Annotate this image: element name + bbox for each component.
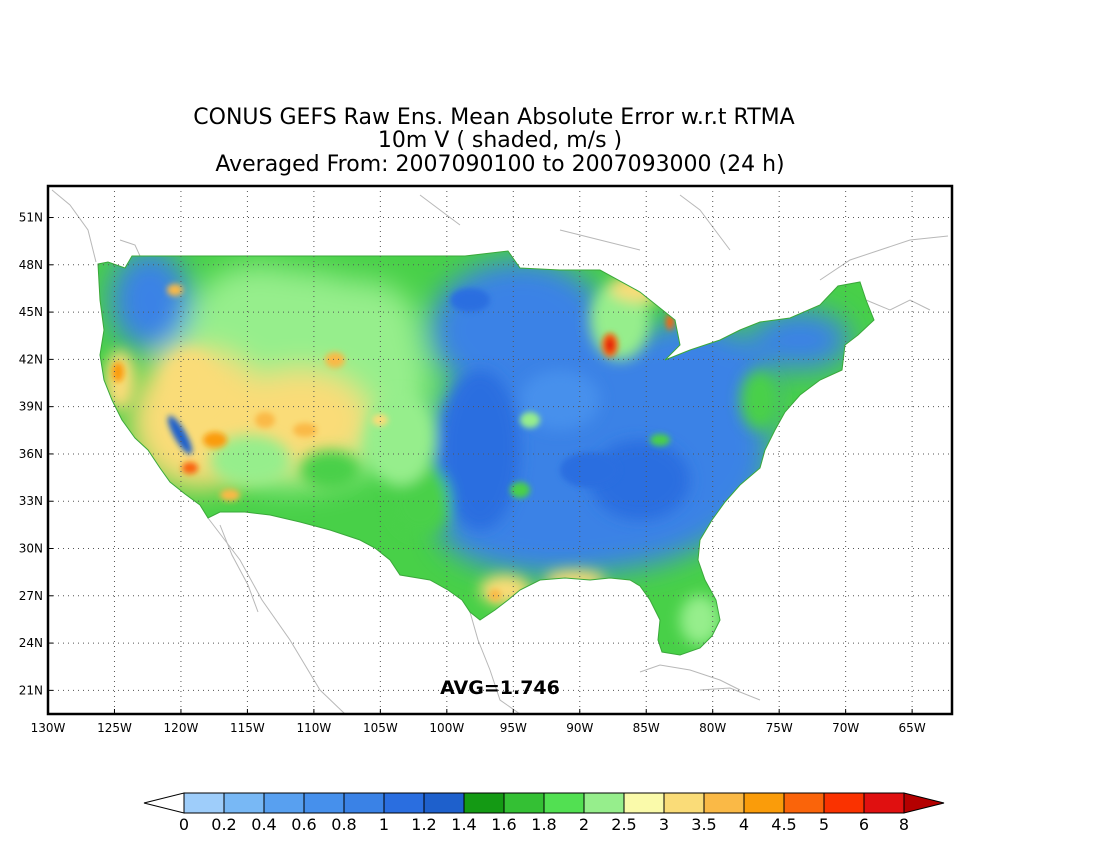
lat-tick-label: 24N xyxy=(19,636,43,650)
lon-tick-label: 85W xyxy=(633,721,660,735)
lon-tick-label: 120W xyxy=(164,721,199,735)
colorbar-label: 1.4 xyxy=(451,815,476,834)
colorbar-box xyxy=(863,792,905,814)
colorbar-label: 3 xyxy=(659,815,669,834)
colorbar-label: 0.6 xyxy=(291,815,316,834)
colorbar-box xyxy=(503,792,545,814)
map-area xyxy=(48,186,952,714)
lon-tick-label: 105W xyxy=(363,721,398,735)
colorbar-label: 5 xyxy=(819,815,829,834)
colorbar-box xyxy=(703,792,745,814)
map-period: Averaged From: 2007090100 to 2007093000 … xyxy=(215,152,784,177)
colorbar-box xyxy=(783,792,825,814)
colorbar-labels: 0 0.2 0.4 0.6 0.8 1 1.2 1.4 1.6 1.8 2 2.5 3 3.5 4 4.5 5 6… xyxy=(179,815,909,834)
colorbar-label: 4 xyxy=(739,815,749,834)
map-title: CONUS GEFS Raw Ens. Mean Absolute Error … xyxy=(193,105,794,130)
colorbar-high-arrow xyxy=(903,792,945,814)
map-frame xyxy=(46,184,954,716)
colorbar-label: 0.4 xyxy=(251,815,276,834)
colorbar-label: 2 xyxy=(579,815,589,834)
colorbar-label: 1.8 xyxy=(531,815,556,834)
lat-tick-label: 30N xyxy=(19,542,43,556)
colorbar-box xyxy=(303,792,345,814)
lon-tick-label: 65W xyxy=(899,721,926,735)
colorbar-label: 0 xyxy=(179,815,189,834)
lat-tick-label: 36N xyxy=(19,447,43,461)
lat-tick-label: 42N xyxy=(19,352,43,366)
grid-lines xyxy=(48,186,952,714)
colorbar-label: 1 xyxy=(379,815,389,834)
colorbar-box xyxy=(343,792,385,814)
map-subtitle: 10m V ( shaded, m/s ) xyxy=(378,128,622,153)
colorbar-low-arrow xyxy=(143,792,185,814)
lon-tick-label: 95W xyxy=(500,721,527,735)
colorbar-box xyxy=(583,792,625,814)
colorbar-label: 1.6 xyxy=(491,815,516,834)
colorbar-box xyxy=(423,792,465,814)
error-shading xyxy=(98,251,874,655)
colorbar-box xyxy=(623,792,665,814)
colorbar-box xyxy=(223,792,265,814)
lat-tick-label: 33N xyxy=(19,494,43,508)
longitude-axis: 130W 125W 120W 115W 110W 105W 100W 95W 90W 85W 80W… xyxy=(31,709,926,735)
colorbar-box xyxy=(543,792,585,814)
lon-tick-label: 115W xyxy=(230,721,265,735)
colorbar-box xyxy=(463,792,505,814)
colorbar-label: 8 xyxy=(899,815,909,834)
lat-tick-label: 21N xyxy=(19,683,43,697)
lon-tick-label: 75W xyxy=(766,721,793,735)
colorbar-label: 4.5 xyxy=(771,815,796,834)
lon-tick-label: 70W xyxy=(832,721,859,735)
lat-tick-label: 48N xyxy=(19,258,43,272)
colorbar-label: 6 xyxy=(859,815,869,834)
colorbar xyxy=(143,792,945,814)
lat-tick-label: 39N xyxy=(19,400,43,414)
lon-tick-label: 130W xyxy=(31,721,66,735)
lat-tick-label: 27N xyxy=(19,589,43,603)
average-annotation: AVG=1.746 xyxy=(440,677,560,699)
colorbar-box xyxy=(263,792,305,814)
lon-tick-label: 80W xyxy=(699,721,726,735)
colorbar-label: 1.2 xyxy=(411,815,436,834)
colorbar-box xyxy=(183,792,225,814)
latitude-axis: 51N 48N 45N 42N 39N 36N 33N 30N 27N 24N 21N xyxy=(19,211,53,697)
lat-tick-label: 45N xyxy=(19,305,43,319)
lon-tick-label: 110W xyxy=(296,721,331,735)
colorbar-label: 3.5 xyxy=(691,815,716,834)
lat-tick-label: 51N xyxy=(19,211,43,225)
colorbar-box xyxy=(823,792,865,814)
coastline-outlines xyxy=(51,189,949,714)
colorbar-box xyxy=(663,792,705,814)
colorbar-box xyxy=(383,792,425,814)
lon-tick-label: 125W xyxy=(97,721,132,735)
lon-tick-label: 100W xyxy=(429,721,464,735)
colorbar-label: 0.2 xyxy=(211,815,236,834)
colorbar-box xyxy=(743,792,785,814)
lon-tick-label: 90W xyxy=(566,721,593,735)
colorbar-label: 2.5 xyxy=(611,815,636,834)
colorbar-label: 0.8 xyxy=(331,815,356,834)
